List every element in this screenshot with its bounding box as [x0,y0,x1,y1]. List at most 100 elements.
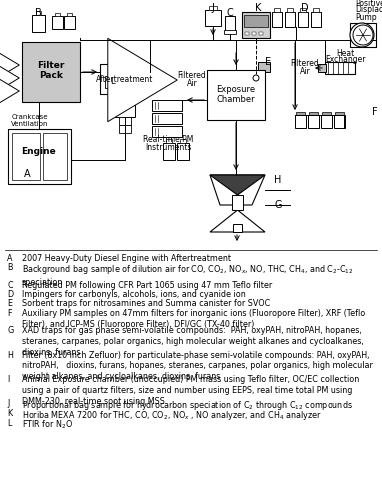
Bar [32,15,45,32]
Bar [8,129,71,184]
Text: K: K [255,3,261,13]
Text: Proportional bag sample for hydrocarbon speciation of C$_2$ through C$_{12}$ com: Proportional bag sample for hydrocarbon … [22,400,353,412]
Bar [152,126,182,137]
Text: I: I [7,375,9,384]
Bar [259,32,263,35]
Bar [258,62,270,72]
Text: Filter (8x10 inch Zefluor) for particulate-phase semi-volatile compounds: PAH, o: Filter (8x10 inch Zefluor) for particula… [22,350,373,381]
Bar [52,16,63,29]
Text: G: G [7,326,13,335]
Text: J: J [212,3,214,13]
Text: E: E [265,57,271,67]
Bar [55,13,60,16]
Text: C: C [7,280,13,289]
Text: K: K [7,409,12,418]
Polygon shape [210,175,265,195]
Text: Pump: Pump [355,12,377,22]
Text: Horiba MEXA 7200 for THC, CO, CO$_2$, NO$_x$ , NO analyzer, and CH$_4$ analyzer: Horiba MEXA 7200 for THC, CO, CO$_2$, NO… [22,409,322,422]
Text: H: H [7,350,13,360]
Bar [272,12,282,27]
Text: Positive: Positive [355,0,382,8]
Bar [296,112,305,115]
Text: F: F [7,309,11,318]
Text: C: C [227,8,233,18]
Polygon shape [210,210,265,232]
Text: F: F [372,107,378,117]
Text: E: E [7,300,12,308]
Bar [313,8,319,12]
Bar [36,11,41,15]
Bar [166,139,172,143]
Bar [321,115,332,128]
Text: B: B [35,8,41,18]
Bar [224,30,236,34]
Text: 2007 Heavy-Duty Diesel Engine with Aftertreatment: 2007 Heavy-Duty Diesel Engine with After… [22,254,231,263]
Text: Pack: Pack [39,72,63,80]
Bar [287,8,293,12]
Bar [285,12,295,27]
Text: Exposure: Exposure [217,86,256,94]
Bar [244,15,268,27]
Bar [350,23,376,47]
Text: FTIR for N$_2$O: FTIR for N$_2$O [22,418,73,431]
Text: Heat: Heat [336,48,354,58]
Bar [207,70,265,120]
Text: Impingers for carbonyls, alcohols, ions, and cyanide ion: Impingers for carbonyls, alcohols, ions,… [22,290,246,299]
Text: Real-time PM: Real-time PM [143,136,193,144]
Bar [233,224,242,232]
Text: Regulated PM following CFR Part 1065 using 47 mm Teflo filter: Regulated PM following CFR Part 1065 usi… [22,280,272,289]
Text: Exchanger: Exchanger [325,56,365,64]
Bar [232,195,243,210]
Text: Sorbent traps for nitrosamines and Summa canister for SVOC: Sorbent traps for nitrosamines and Summa… [22,300,270,308]
Bar [209,6,217,10]
Polygon shape [210,175,265,205]
Bar [119,125,131,133]
Text: L: L [7,418,11,428]
Text: B: B [7,264,13,272]
Text: Chamber: Chamber [217,96,255,104]
Text: Crankcase: Crankcase [12,114,48,120]
Text: Filter: Filter [37,60,65,70]
Bar [334,115,345,128]
Bar [100,64,150,94]
Text: Engine: Engine [22,148,57,156]
Bar [225,16,235,32]
Bar [252,32,256,35]
Bar [274,8,280,12]
Text: XAD traps for gas phase semi-volatile compounds:  PAH, oxyPAH, nitroPAH, hopanes: XAD traps for gas phase semi-volatile co… [22,326,364,356]
Bar [152,113,182,124]
Bar [335,112,344,115]
Text: Filtered: Filtered [291,60,319,68]
Circle shape [353,25,373,45]
Bar [64,16,75,29]
Bar [295,115,306,128]
Bar [309,112,318,115]
Text: A: A [24,169,30,179]
Text: H: H [274,175,282,185]
Circle shape [350,23,374,47]
Bar [177,143,189,160]
Bar [311,12,321,27]
Text: Background bag sample of dilution air for CO, CO$_2$, NO$_x$, NO, THC, CH$_4$, a: Background bag sample of dilution air fo… [22,264,353,287]
Bar [205,10,221,26]
Text: G: G [274,200,282,210]
Text: Air: Air [187,80,197,88]
Bar [12,133,40,180]
Bar [22,42,80,102]
Bar [115,94,135,117]
Text: J: J [7,400,9,408]
Text: Displacement: Displacement [355,6,382,15]
Text: D: D [301,3,309,13]
Bar [180,139,186,143]
Text: Animal Exposure chamber (unoccupied) PM mass using Teflo filter, OC/EC collectio: Animal Exposure chamber (unoccupied) PM … [22,375,359,406]
Bar [245,32,249,35]
Text: Air: Air [299,68,310,76]
Bar [308,115,319,128]
Text: D: D [7,290,13,299]
Bar [325,62,355,74]
Text: Instruments: Instruments [145,142,191,152]
Text: L: L [110,78,114,86]
Bar [67,13,72,16]
Bar [105,76,120,88]
Bar [322,112,331,115]
